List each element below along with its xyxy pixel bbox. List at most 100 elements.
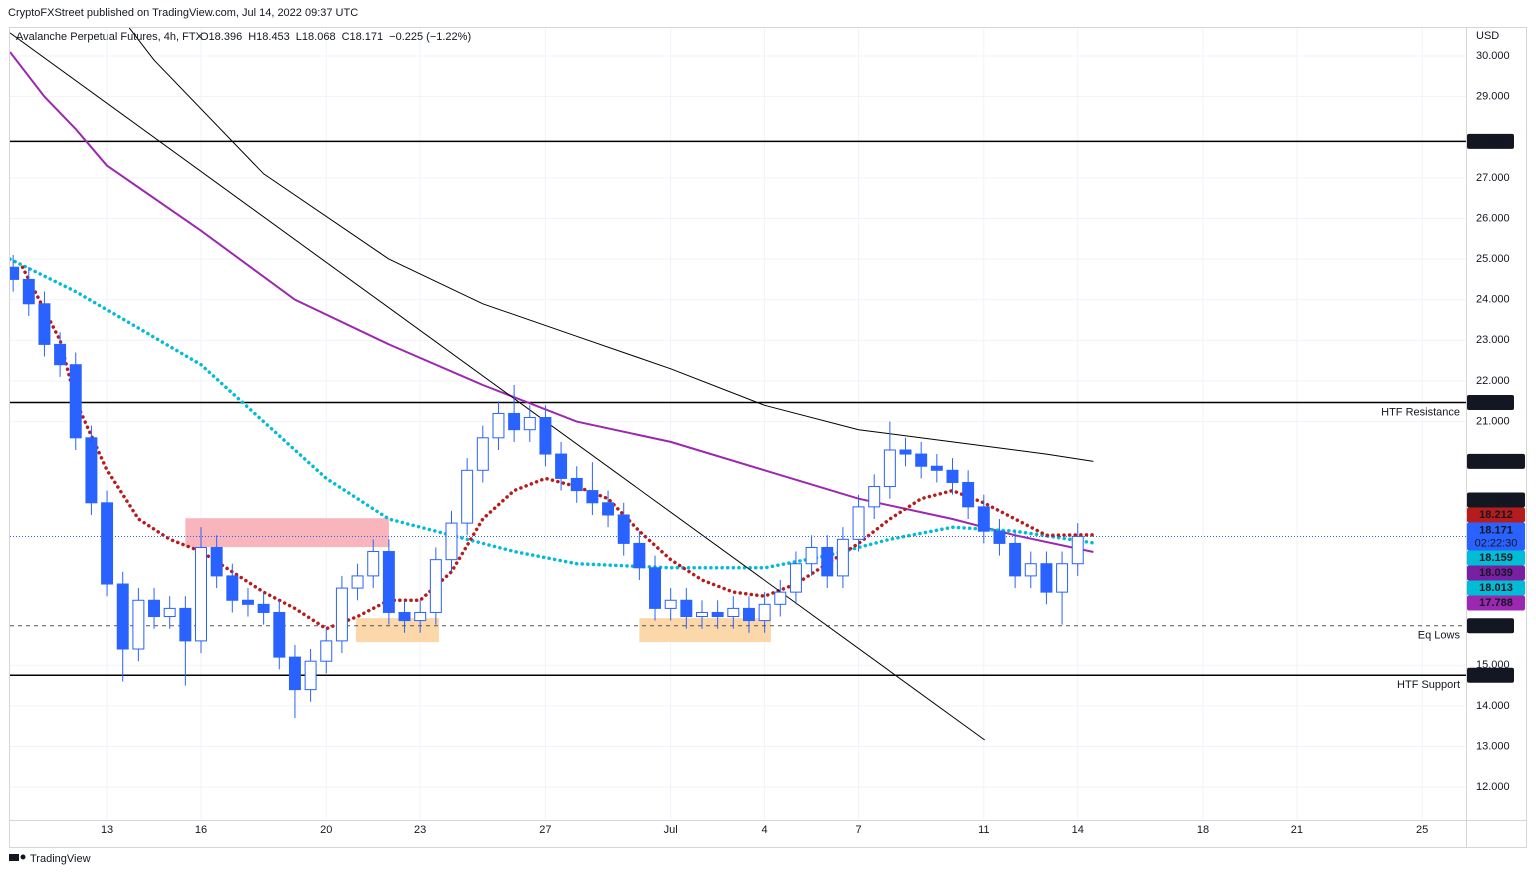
ohlc-value: L18.068 [296,31,336,43]
candle-body [962,481,975,508]
candle-body [195,546,207,642]
level-label-box [1467,618,1514,634]
x-tick-label: 14 [1072,824,1084,836]
x-tick-label: 16 [195,824,207,836]
ohlc-value: O18.396 [200,31,242,43]
candle [649,555,662,621]
candle-body [163,607,176,618]
candle-body [899,449,912,455]
candle [101,490,114,597]
candle [586,462,599,515]
level-label: 21.470 [1473,396,1507,408]
symbol-title: Avalanche Perpetual Futures, 4h, FTX [16,31,204,43]
candle [1024,551,1037,589]
candle-body [977,506,990,532]
candle [461,458,474,536]
candle-body [69,364,82,439]
price-label: 18.013 [1479,582,1513,594]
candle-body [492,412,505,439]
currency: USD [1476,30,1499,42]
candle [696,600,708,629]
candle [210,535,223,589]
countdown: 02:22:30 [1475,537,1518,549]
price-label-box [1467,580,1525,596]
level-label-box [1467,133,1514,149]
candle-body [1024,563,1037,577]
candle-body [304,660,317,691]
candle-body [382,551,395,613]
candle [54,332,67,377]
plot-area [10,28,1466,820]
price-label-box [1467,595,1525,611]
candle-body [38,303,51,345]
zone [639,618,771,643]
candle [852,494,865,552]
price-label: 18.039 [1479,567,1513,579]
candle-body [915,453,928,467]
candle [273,600,286,670]
candle [508,385,521,442]
y-tick-label: 27.000 [1476,172,1510,184]
candle [789,551,802,605]
candle-body [445,522,458,561]
candle [617,502,630,556]
candle-body [696,611,708,618]
candle-body [883,449,896,488]
level-note: Eq Lows [1418,630,1461,642]
y-tick-label: 21.000 [1476,415,1510,427]
candle [132,588,145,662]
candle-body [758,603,771,622]
zone [355,618,439,643]
candle [38,291,51,357]
candle [727,596,740,629]
candle-body [602,502,615,516]
candle-body [946,469,959,483]
candle-body [210,546,223,577]
candle [288,644,301,719]
candle [555,441,568,491]
candle [382,539,395,625]
candle [351,563,364,601]
x-tick-label: 7 [855,824,861,836]
candle-body [132,599,145,650]
y-tick-label: 29.000 [1476,91,1510,103]
candle [414,600,427,633]
candle-body [22,278,35,305]
price-label-box [1467,565,1525,581]
candle [899,437,912,467]
x-tick-label: 13 [101,824,113,836]
candle [883,421,896,499]
candle [85,425,98,515]
y-tick-label: 13.000 [1476,740,1510,752]
candle-body [320,640,333,662]
y-tick-label: 23.000 [1476,334,1510,346]
x-tick-label: 25 [1416,824,1428,836]
candle-body [273,611,286,658]
candle [226,563,239,613]
x-tick-label: 18 [1197,824,1209,836]
level-note: HTF Support [1397,679,1460,691]
candle [680,588,693,629]
level-label: 15.972 [1473,620,1507,632]
candle-body [226,575,239,601]
candle [711,600,724,629]
x-tick-label: 27 [539,824,551,836]
candle-body [523,417,536,431]
candle [868,474,881,520]
candle-body [680,599,693,618]
candle [367,539,380,589]
x-tick-label: 11 [978,824,989,836]
candle [633,531,646,580]
candle [304,649,317,702]
candle [241,588,254,617]
candle-body [555,453,568,479]
candle-body [476,437,489,471]
candle [930,454,943,483]
candle [993,519,1006,556]
candle [148,588,161,629]
candle-body [852,506,865,540]
candle-body [148,599,161,618]
price-label-box [1467,550,1525,566]
candle [116,571,129,682]
candle-body [1040,563,1053,593]
